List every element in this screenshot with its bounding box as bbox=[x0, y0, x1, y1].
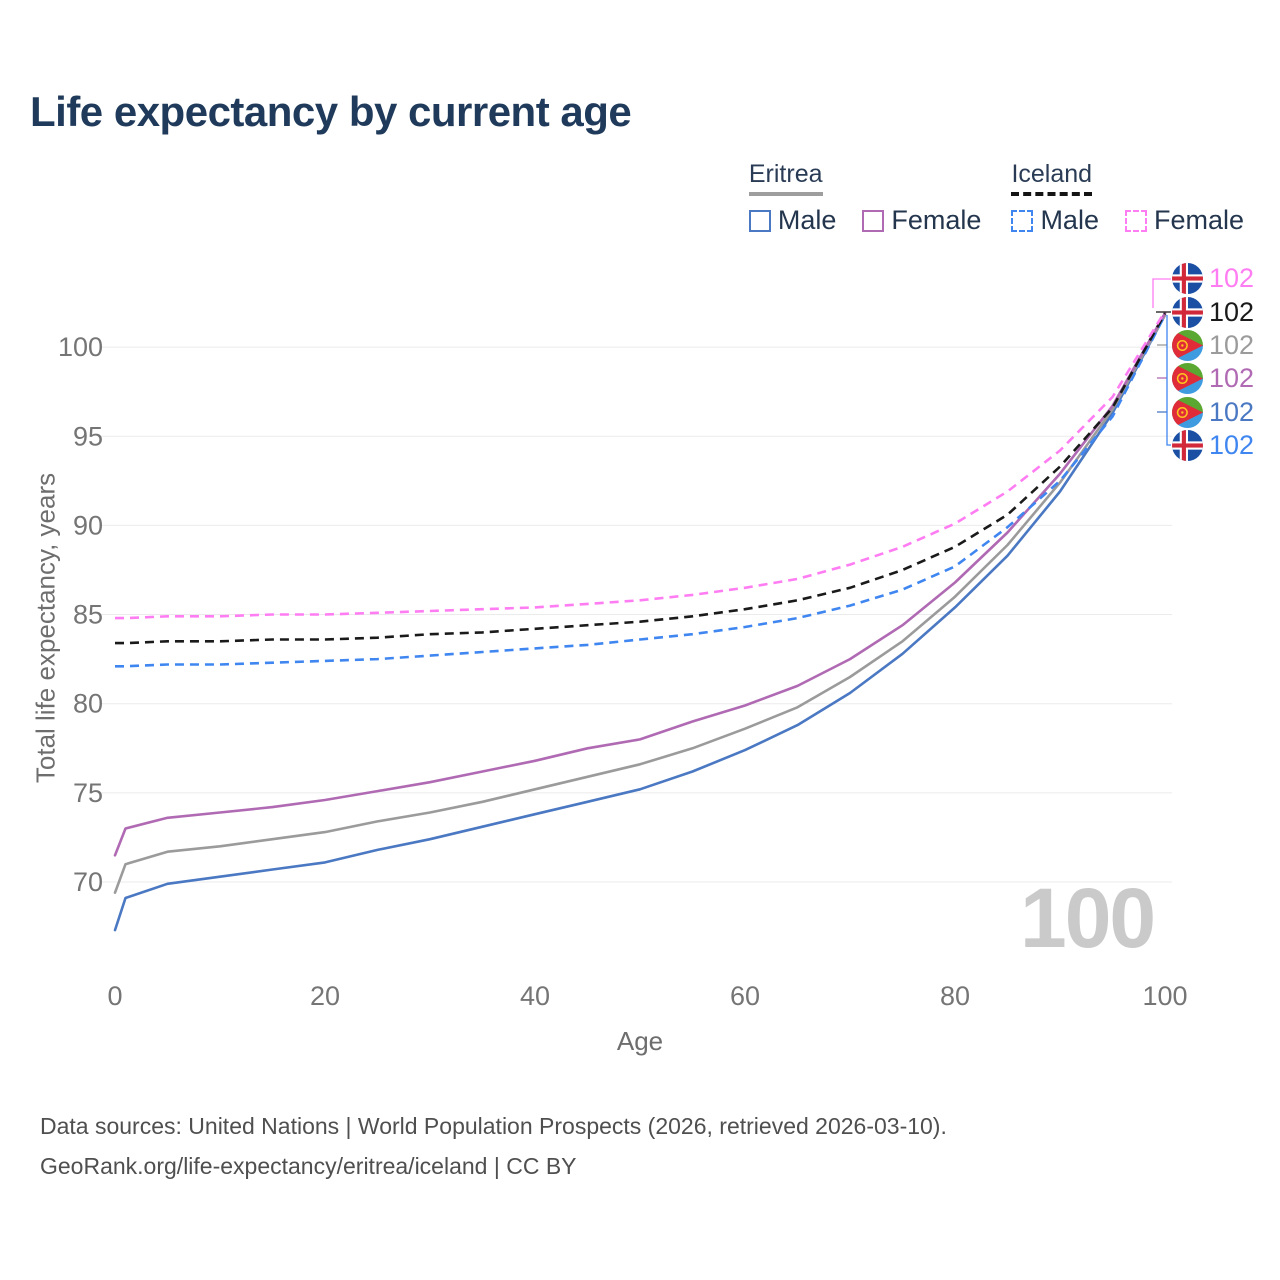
line-iceland-male bbox=[115, 314, 1167, 668]
leader-line-iceland-male bbox=[1166, 315, 1171, 446]
y-tick-70: 70 bbox=[73, 867, 103, 897]
dashed-swatch-icon bbox=[1124, 209, 1147, 232]
legend-item-iceland-male[interactable]: Male bbox=[1011, 205, 1099, 236]
x-tick-60: 60 bbox=[730, 981, 760, 1011]
iceland-flag-icon bbox=[1172, 429, 1203, 461]
iceland-flag-icon bbox=[1172, 262, 1203, 294]
end-label-iceland: 102 bbox=[1172, 296, 1254, 328]
legend: Eritrea Male Female Iceland Male Female bbox=[748, 160, 1244, 236]
end-label-eritrea-male: 102 bbox=[1172, 396, 1254, 428]
legend-country-iceland[interactable]: Iceland bbox=[1011, 160, 1093, 196]
end-label-iceland-male: 102 bbox=[1172, 429, 1254, 461]
end-label-eritrea: 102 bbox=[1172, 329, 1254, 361]
line-iceland-female bbox=[115, 310, 1167, 620]
legend-items-iceland: Male Female bbox=[1011, 205, 1244, 236]
y-tick-80: 80 bbox=[73, 689, 103, 719]
x-tick-80: 80 bbox=[940, 981, 970, 1011]
eritrea-flag-icon bbox=[1172, 329, 1203, 361]
x-tick-40: 40 bbox=[520, 981, 550, 1011]
line-eritrea-male bbox=[113, 313, 1167, 932]
page-title: Life expectancy by current age bbox=[30, 88, 632, 135]
end-label-eritrea-female: 102 bbox=[1172, 362, 1254, 394]
legend-item-label: Female bbox=[891, 205, 982, 235]
legend-item-label: Female bbox=[1153, 205, 1244, 235]
end-value: 102 bbox=[1209, 296, 1255, 327]
end-value: 102 bbox=[1209, 329, 1255, 360]
x-tick-0: 0 bbox=[107, 981, 122, 1011]
dashed-swatch-icon bbox=[1011, 209, 1034, 232]
x-axis-title: Age bbox=[616, 1026, 664, 1056]
eritrea-flag-icon bbox=[1172, 362, 1203, 394]
legend-country-eritrea[interactable]: Eritrea bbox=[748, 160, 823, 196]
legend-item-label: Male bbox=[1040, 205, 1099, 235]
eritrea-flag-icon bbox=[1172, 396, 1203, 428]
y-axis-title: Total life expectancy, years bbox=[30, 472, 61, 784]
legend-group-eritrea: Eritrea Male Female bbox=[748, 160, 981, 236]
end-value: 102 bbox=[1209, 429, 1255, 460]
solid-swatch-icon bbox=[748, 209, 771, 232]
end-value: 102 bbox=[1209, 396, 1255, 427]
end-label-iceland-female: 102 bbox=[1172, 262, 1254, 294]
x-tick-100: 100 bbox=[1142, 981, 1187, 1011]
footer: Data sources: United Nations | World Pop… bbox=[40, 1106, 947, 1186]
legend-items-eritrea: Male Female bbox=[748, 205, 981, 236]
footer-attribution: GeoRank.org/life-expectancy/eritrea/icel… bbox=[40, 1153, 577, 1179]
footer-data-sources: Data sources: United Nations | World Pop… bbox=[40, 1113, 947, 1139]
end-value: 102 bbox=[1209, 262, 1255, 293]
legend-item-eritrea-female[interactable]: Female bbox=[862, 205, 981, 236]
y-tick-85: 85 bbox=[73, 600, 103, 630]
leader-line-iceland-female bbox=[1152, 278, 1171, 308]
y-tick-95: 95 bbox=[73, 421, 103, 451]
y-tick-75: 75 bbox=[73, 778, 103, 808]
line-eritrea-total bbox=[113, 313, 1167, 895]
legend-item-label: Male bbox=[777, 205, 837, 235]
x-tick-20: 20 bbox=[310, 981, 340, 1011]
y-tick-100: 100 bbox=[58, 332, 103, 362]
legend-item-eritrea-male[interactable]: Male bbox=[748, 205, 837, 236]
y-tick-90: 90 bbox=[73, 510, 103, 540]
iceland-flag-icon bbox=[1172, 296, 1203, 328]
line-iceland-total bbox=[115, 312, 1167, 645]
legend-group-iceland: Iceland Male Female bbox=[1011, 160, 1244, 236]
line-eritrea-female bbox=[113, 311, 1167, 857]
age-watermark: 100 bbox=[1020, 871, 1156, 965]
solid-swatch-icon bbox=[862, 209, 885, 232]
legend-item-iceland-female[interactable]: Female bbox=[1124, 205, 1244, 236]
end-value: 102 bbox=[1209, 362, 1255, 393]
